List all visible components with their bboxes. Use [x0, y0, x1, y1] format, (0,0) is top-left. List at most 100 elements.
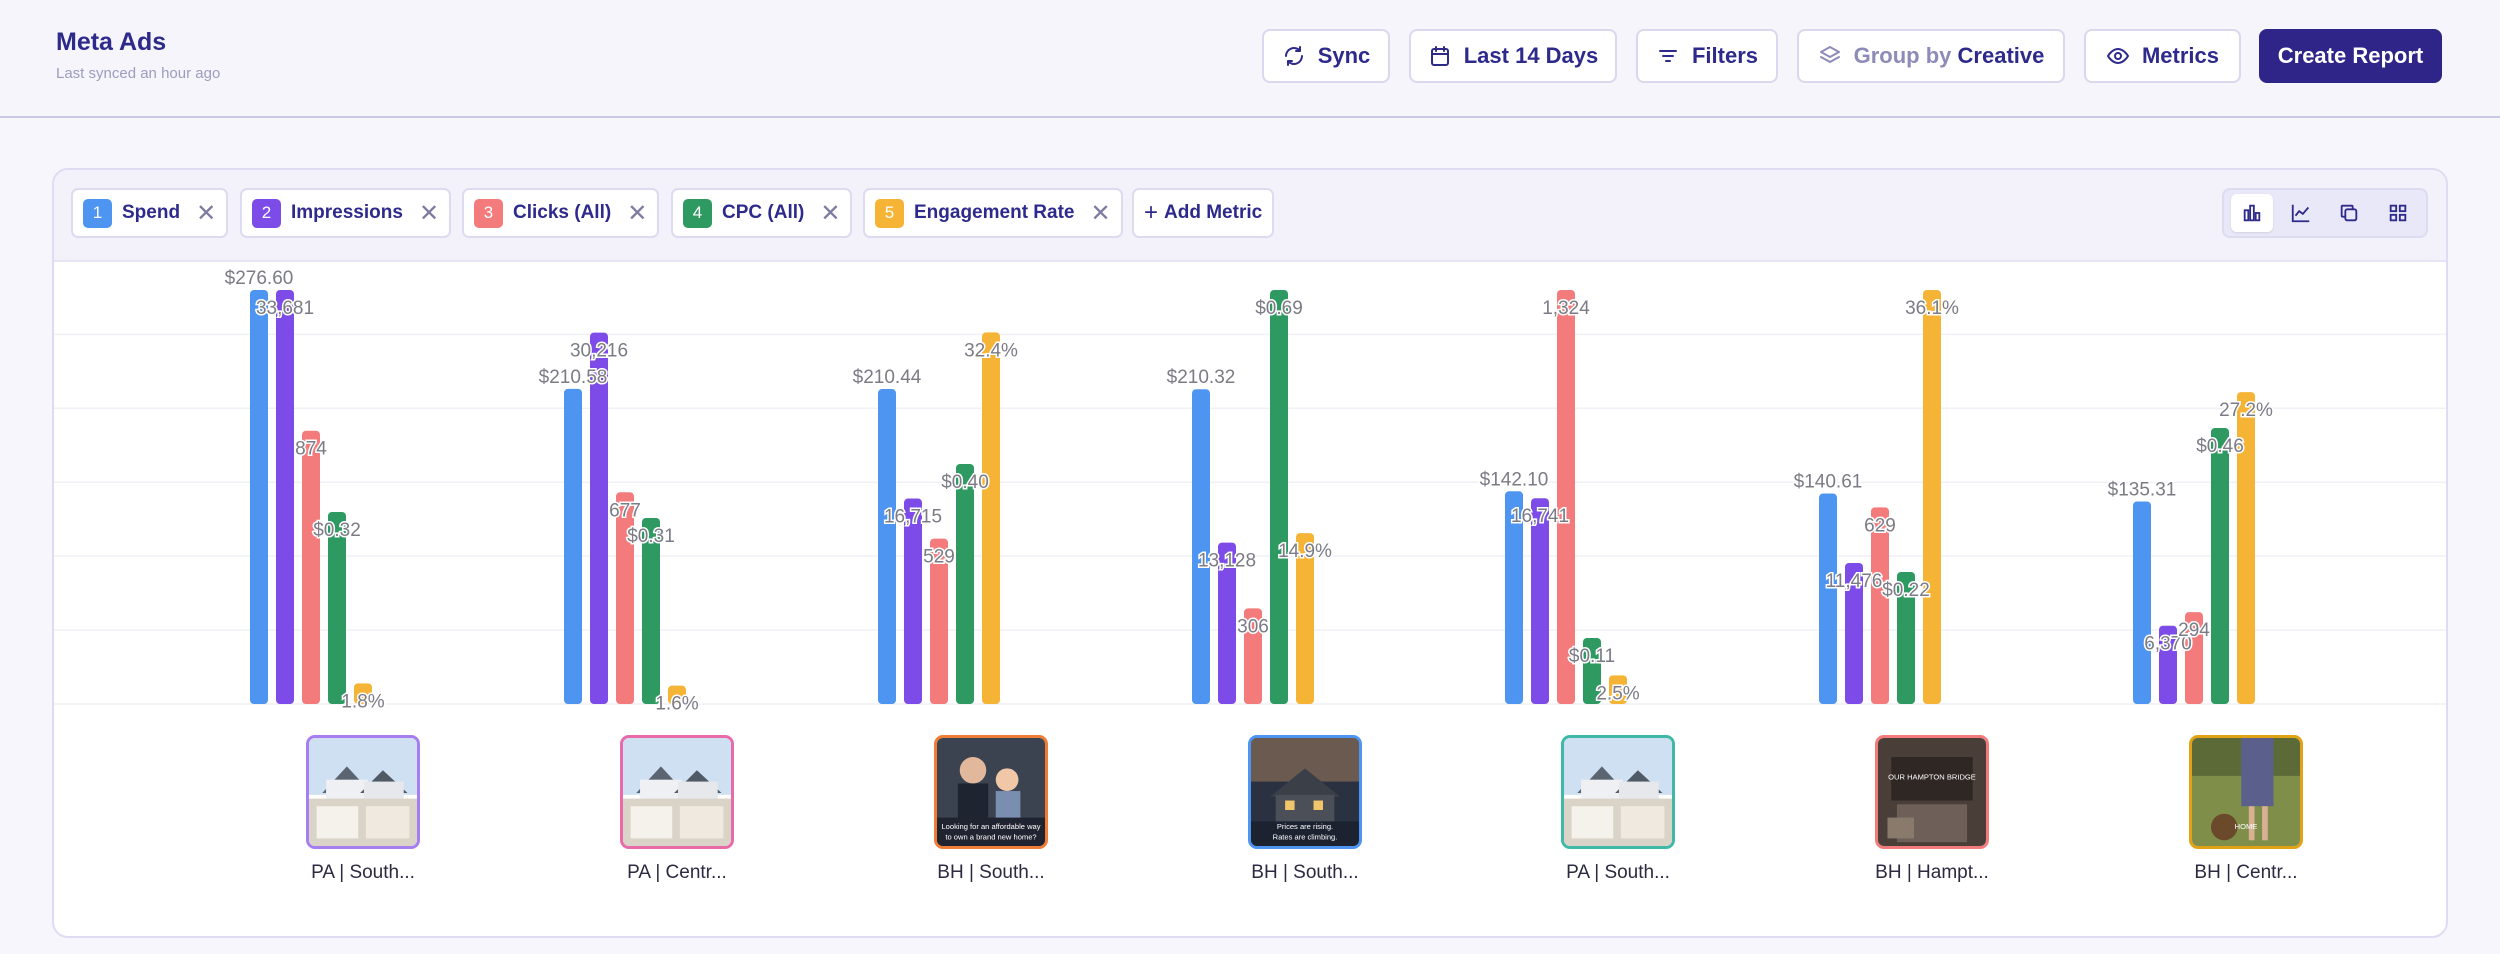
- bar-value-label: 629: [1864, 515, 1896, 536]
- metrics-button[interactable]: Metrics: [2084, 29, 2241, 83]
- bar-clicks-all-[interactable]: [1244, 608, 1262, 704]
- bar-value-label: 1.6%: [655, 694, 698, 715]
- metric-chip-clicks[interactable]: 3 Clicks (All) ✕: [462, 188, 660, 238]
- creative-image: [1564, 738, 1672, 846]
- bar-engagement-rate[interactable]: [1296, 533, 1314, 704]
- bar-clicks-all-[interactable]: [616, 492, 634, 704]
- creative-thumbnail[interactable]: [1561, 735, 1675, 849]
- compare-view-button[interactable]: [2328, 194, 2370, 232]
- bar-clicks-all-[interactable]: [302, 430, 320, 704]
- creative-overlay-text: Prices are rising.: [1277, 822, 1333, 831]
- sync-button[interactable]: Sync: [1262, 29, 1390, 83]
- bar-value-label: $0.46: [2196, 436, 2244, 457]
- bar-spend[interactable]: [564, 388, 582, 704]
- creative-overlay-text: HOME: [2235, 822, 2258, 831]
- close-icon[interactable]: ✕: [196, 199, 217, 227]
- bar-spend[interactable]: [1505, 491, 1523, 704]
- creative-thumbnail[interactable]: [620, 735, 734, 849]
- create-report-button[interactable]: Create Report: [2259, 29, 2442, 83]
- bar-chart-view-button[interactable]: [2231, 194, 2274, 232]
- creative-thumbnail[interactable]: Looking for an affordable way to own a br…: [934, 735, 1048, 849]
- bar-value-label: $0.22: [1882, 580, 1930, 601]
- grid-icon: [2389, 204, 2406, 222]
- bar-cpc-all-[interactable]: [1583, 638, 1601, 704]
- metric-label: Spend: [122, 202, 181, 223]
- bar-value-label: 6,370: [2144, 634, 2192, 655]
- group-by-prefix: Group by: [1853, 43, 1952, 68]
- bar-value-label: $276.60: [225, 268, 294, 289]
- bar-cpc-all-[interactable]: [328, 512, 346, 704]
- bar-value-label: $0.40: [941, 472, 989, 493]
- creative-image: HOME: [2192, 738, 2300, 846]
- add-metric-button[interactable]: + Add Metric: [1132, 188, 1275, 238]
- bar-impressions[interactable]: [1845, 562, 1863, 704]
- bar-value-label: 529: [923, 547, 955, 568]
- creative-thumbnail[interactable]: Prices are rising. Rates are climbing.: [1248, 735, 1362, 849]
- date-range-label: Last 14 Days: [1463, 43, 1599, 68]
- metric-chip-engagement-rate[interactable]: 5 Engagement Rate ✕: [863, 188, 1123, 238]
- bar-spend[interactable]: [1819, 493, 1837, 704]
- metric-label: CPC (All): [722, 202, 805, 223]
- date-range-button[interactable]: Last 14 Days: [1409, 29, 1617, 83]
- bar-spend[interactable]: [1192, 389, 1210, 704]
- line-chart-view-button[interactable]: [2280, 194, 2322, 232]
- bar-value-label: 1.8%: [341, 691, 384, 712]
- metric-number-badge: 1: [83, 198, 112, 228]
- creative-thumbnail[interactable]: OUR HAMPTON BRIDGE: [1875, 735, 1989, 849]
- bar-impressions[interactable]: [904, 498, 922, 704]
- filters-button[interactable]: Filters: [1636, 29, 1778, 83]
- bar-value-label: 16,715: [884, 507, 942, 528]
- bar-cpc-all-[interactable]: [1897, 572, 1915, 704]
- bar-spend[interactable]: [250, 290, 268, 704]
- bar-spend[interactable]: [878, 389, 896, 704]
- bar-engagement-rate[interactable]: [668, 685, 686, 704]
- bar-value-label: $140.61: [1794, 472, 1863, 493]
- bar-engagement-rate[interactable]: [2237, 392, 2255, 704]
- group-by-value: Creative: [1957, 43, 2045, 68]
- metric-number-badge: 3: [474, 198, 503, 228]
- creative-thumbnail[interactable]: HOME: [2189, 735, 2303, 849]
- layers-icon: [1819, 46, 1840, 63]
- close-icon[interactable]: ✕: [1090, 199, 1111, 227]
- bar-value-label: $142.10: [1480, 469, 1549, 490]
- bar-clicks-all-[interactable]: [2185, 612, 2203, 704]
- bar-impressions[interactable]: [2159, 625, 2177, 704]
- metric-chip-spend[interactable]: 1 Spend ✕: [71, 188, 229, 238]
- chart-panel: 1 Spend ✕ 2 Impressions ✕ 3 Clicks (All)…: [52, 168, 2448, 938]
- bar-impressions[interactable]: [276, 290, 294, 704]
- bar-clicks-all-[interactable]: [1557, 290, 1575, 704]
- filters-label: Filters: [1691, 43, 1759, 68]
- close-icon[interactable]: ✕: [820, 199, 841, 227]
- bar-cpc-all-[interactable]: [1270, 290, 1288, 704]
- group-by-button[interactable]: Group by Creative: [1797, 29, 2065, 83]
- eye-icon: [2106, 48, 2129, 64]
- bar-impressions[interactable]: [1531, 498, 1549, 704]
- bar-clicks-all-[interactable]: [1871, 507, 1889, 704]
- bar-spend[interactable]: [2133, 501, 2151, 704]
- creative-image: OUR HAMPTON BRIDGE: [1878, 738, 1986, 846]
- grouped-bar-chart: $276.60 $210.58 $210.44 $210.32 $142.10 $140.…: [54, 267, 2446, 716]
- metric-chip-cpc[interactable]: 4 CPC (All) ✕: [671, 188, 853, 238]
- bar-cpc-all-[interactable]: [956, 464, 974, 704]
- bar-impressions[interactable]: [590, 332, 608, 704]
- bar-engagement-rate[interactable]: [1923, 290, 1941, 704]
- bar-clicks-all-[interactable]: [930, 538, 948, 704]
- bar-value-label: 14.9%: [1278, 541, 1332, 562]
- bar-cpc-all-[interactable]: [642, 518, 660, 704]
- bar-value-label: $0.32: [313, 520, 361, 541]
- bar-engagement-rate[interactable]: [1609, 675, 1627, 704]
- metric-chip-impressions[interactable]: 2 Impressions ✕: [240, 188, 452, 238]
- bar-value-label: 677: [609, 500, 641, 521]
- bar-engagement-rate[interactable]: [354, 683, 372, 704]
- close-icon[interactable]: ✕: [418, 199, 440, 227]
- grid-view-button[interactable]: [2377, 194, 2419, 232]
- bar-impressions[interactable]: [1218, 542, 1236, 704]
- bar-engagement-rate[interactable]: [982, 332, 1000, 704]
- bar-cpc-all-[interactable]: [2211, 428, 2229, 704]
- bar-value-label: $210.58: [539, 367, 608, 388]
- bar-value-label: 294: [2178, 620, 2210, 641]
- metrics-label: Metrics: [2141, 43, 2220, 68]
- creative-thumbnail[interactable]: [306, 735, 420, 849]
- bar-value-label: 30,216: [570, 341, 628, 362]
- close-icon[interactable]: ✕: [627, 199, 648, 227]
